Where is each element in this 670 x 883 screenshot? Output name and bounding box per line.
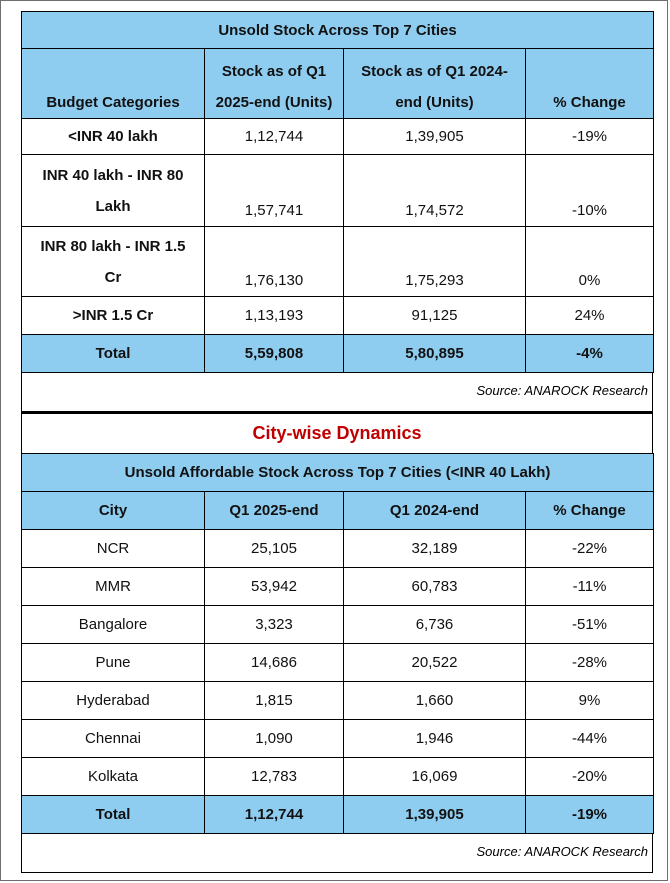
- q1-2024-value: 1,74,572: [343, 154, 526, 227]
- city-name: Hyderabad: [21, 681, 205, 720]
- total-change: -4%: [524, 334, 655, 373]
- table2-header-city: City: [21, 491, 205, 530]
- table2-title: Unsold Affordable Stock Across Top 7 Cit…: [20, 453, 655, 492]
- city-name: MMR: [21, 567, 205, 606]
- change-value: 24%: [524, 296, 655, 335]
- budget-category: INR 80 lakh - INR 1.5 Cr: [21, 226, 205, 297]
- table1-source: Source: ANAROCK Research: [21, 373, 653, 414]
- total-row: Total 1,12,744 1,39,905 -19%: [21, 795, 655, 834]
- q1-2025-value: 3,323: [204, 605, 344, 644]
- table2-header-q1-2025: Q1 2025-end: [204, 491, 344, 530]
- table-row: Bangalore 3,323 6,736 -51%: [21, 605, 655, 644]
- table-row: >INR 1.5 Cr 1,13,193 91,125 24%: [21, 296, 655, 335]
- change-value: 9%: [524, 681, 655, 720]
- change-value: -22%: [524, 529, 655, 568]
- table1-header-change: % Change: [524, 48, 655, 119]
- q1-2024-value: 1,39,905: [343, 118, 526, 155]
- q1-2024-value: 60,783: [343, 567, 526, 606]
- change-value: -20%: [524, 757, 655, 796]
- change-value: -10%: [524, 154, 655, 227]
- q1-2024-value: 1,660: [343, 681, 526, 720]
- budget-category: INR 40 lakh - INR 80 Lakh: [21, 154, 205, 227]
- q1-2025-value: 1,13,193: [204, 296, 344, 335]
- tables-container: Unsold Stock Across Top 7 Cities Budget …: [20, 11, 655, 877]
- q1-2024-value: 16,069: [343, 757, 526, 796]
- total-q1-2024: 5,80,895: [343, 334, 526, 373]
- city-name: Bangalore: [21, 605, 205, 644]
- total-q1-2024: 1,39,905: [343, 795, 526, 834]
- total-change: -19%: [524, 795, 655, 834]
- budget-category: >INR 1.5 Cr: [21, 296, 205, 335]
- change-value: -51%: [524, 605, 655, 644]
- table2-source: Source: ANAROCK Research: [21, 834, 653, 873]
- change-value: -11%: [524, 567, 655, 606]
- total-q1-2025: 5,59,808: [204, 334, 344, 373]
- q1-2024-value: 1,75,293: [343, 226, 526, 297]
- q1-2025-value: 1,76,130: [204, 226, 344, 297]
- q1-2025-value: 14,686: [204, 643, 344, 682]
- table1-header-q1-2025: Stock as of Q1 2025-end (Units): [204, 48, 344, 119]
- table1-header-budget: Budget Categories: [21, 48, 205, 119]
- table-row: <INR 40 lakh 1,12,744 1,39,905 -19%: [21, 118, 655, 155]
- table-row: Chennai 1,090 1,946 -44%: [21, 719, 655, 758]
- q1-2024-value: 32,189: [343, 529, 526, 568]
- q1-2025-value: 25,105: [204, 529, 344, 568]
- q1-2025-value: 1,815: [204, 681, 344, 720]
- table2-header-q1-2024: Q1 2024-end: [343, 491, 526, 530]
- q1-2025-value: 1,12,744: [204, 118, 344, 155]
- table-row: Hyderabad 1,815 1,660 9%: [21, 681, 655, 720]
- table2-header-change: % Change: [524, 491, 655, 530]
- budget-category: <INR 40 lakh: [21, 118, 205, 155]
- q1-2025-value: 1,57,741: [204, 154, 344, 227]
- table-row: NCR 25,105 32,189 -22%: [21, 529, 655, 568]
- change-value: -44%: [524, 719, 655, 758]
- affordable-stock-table: Unsold Affordable Stock Across Top 7 Cit…: [20, 453, 655, 834]
- q1-2024-value: 91,125: [343, 296, 526, 335]
- total-q1-2025: 1,12,744: [204, 795, 344, 834]
- total-row: Total 5,59,808 5,80,895 -4%: [21, 334, 655, 373]
- table1-title: Unsold Stock Across Top 7 Cities: [20, 11, 655, 49]
- table-row: MMR 53,942 60,783 -11%: [21, 567, 655, 606]
- q1-2024-value: 1,946: [343, 719, 526, 758]
- table-row: INR 40 lakh - INR 80 Lakh 1,57,741 1,74,5…: [21, 154, 655, 227]
- change-value: -19%: [524, 118, 655, 155]
- q1-2024-value: 6,736: [343, 605, 526, 644]
- section-title: City-wise Dynamics: [21, 414, 653, 453]
- city-name: Pune: [21, 643, 205, 682]
- q1-2025-value: 12,783: [204, 757, 344, 796]
- change-value: -28%: [524, 643, 655, 682]
- unsold-stock-table: Unsold Stock Across Top 7 Cities Budget …: [20, 11, 655, 373]
- q1-2025-value: 1,090: [204, 719, 344, 758]
- table-row: Kolkata 12,783 16,069 -20%: [21, 757, 655, 796]
- table-row: INR 80 lakh - INR 1.5 Cr 1,76,130 1,75,29…: [21, 226, 655, 297]
- city-name: Kolkata: [21, 757, 205, 796]
- city-name: NCR: [21, 529, 205, 568]
- change-value: 0%: [524, 226, 655, 297]
- table-row: Pune 14,686 20,522 -28%: [21, 643, 655, 682]
- city-name: Chennai: [21, 719, 205, 758]
- total-label: Total: [21, 795, 205, 834]
- q1-2025-value: 53,942: [204, 567, 344, 606]
- table1-header-q1-2024: Stock as of Q1 2024- end (Units): [343, 48, 526, 119]
- total-label: Total: [21, 334, 205, 373]
- q1-2024-value: 20,522: [343, 643, 526, 682]
